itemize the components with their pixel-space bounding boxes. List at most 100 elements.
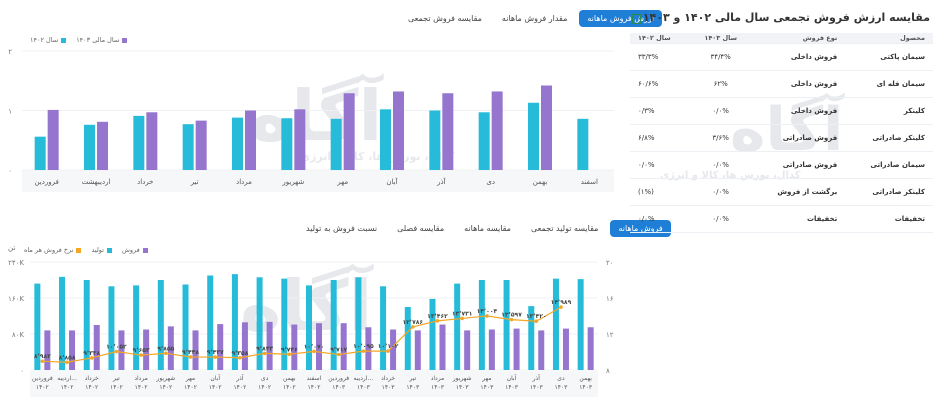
x-tick-month: تیر (112, 375, 120, 382)
table-row: کلینکر صادراتی برگشت از فروش ۰/۰% (۱%) (630, 178, 933, 206)
x-tick-label: اسفند ۱۴۰۲ (307, 375, 322, 391)
bottom-chart-legend: فروش تولید نرخ فروش هر ماه (24, 246, 148, 254)
x-tick-label: اسفند (581, 178, 598, 186)
rate-point (238, 355, 242, 360)
rate-point (213, 355, 218, 359)
legend-label: نرخ فروش هر ماه (24, 246, 74, 254)
x-tick-label: آبان ۱۴۰۲ (209, 373, 222, 391)
x-tick-month: آبان (210, 373, 220, 382)
bar (528, 102, 539, 170)
legend-label: فروش (121, 246, 140, 254)
bar (429, 110, 441, 170)
table-cell: ۳۳/۳% (630, 43, 691, 71)
x-tick-label: تیر ۱۴۰۲ (110, 375, 123, 391)
table-cell: فروش داخلی (750, 70, 846, 98)
table-cell: فروش صادراتی (750, 151, 846, 179)
x-tick-label: اردیبه... ۱۴۰۲ (57, 375, 77, 391)
rate-data-label: ۱۴٬۹۸۹ (551, 299, 572, 306)
tab-top-0[interactable]: مقایسه فروش تجمعی (408, 14, 482, 23)
bar (330, 118, 342, 170)
x-tick-year: ۱۴۰۳ (406, 384, 420, 391)
tab-bottom-3[interactable]: مقایسه تولید تجمعی (530, 224, 599, 233)
table-cell: برگشت از فروش (750, 178, 846, 206)
rate-data-label: ۹٬۳۵۸ (231, 350, 248, 357)
right-tick-label: ۱۲ (606, 331, 614, 339)
rate-point (509, 317, 514, 322)
x-tick-year: ۱۴۰۲ (308, 384, 321, 391)
x-tick-month: خرداد (85, 375, 99, 382)
table-cell: فروش صادراتی (750, 124, 846, 152)
bar (577, 118, 589, 170)
bar (365, 327, 372, 370)
x-tick-month: تیر (408, 375, 416, 382)
x-tick-year: ۱۴۰۲ (36, 384, 49, 391)
bar (217, 324, 224, 370)
monthly-sales-value-chart: ۰ ۱ ۲ فروردین اردیبهشت خرداد تیر مرداد شهریور مهر… (8, 48, 614, 192)
x-tick-year: ۱۴۰۲ (184, 384, 197, 391)
table-cell: ۰/۰% (630, 151, 691, 179)
x-tick-year: ۱۴۰۲ (233, 384, 246, 391)
bar (541, 85, 552, 170)
bar (291, 324, 298, 370)
bar (454, 283, 461, 370)
table-cell: فروش داخلی (750, 97, 846, 125)
table-cell: ۰/۰% (690, 205, 751, 233)
x-tick-year: ۱۴۰۲ (85, 384, 98, 391)
table-cell: ۰/۳% (630, 97, 691, 125)
bar (59, 276, 66, 370)
table-cell: تخفیفات (750, 205, 846, 233)
legend-item[interactable]: فروش (122, 246, 148, 254)
table-header-cell: سال ۱۴۰۳ (690, 33, 751, 44)
rate-point (435, 319, 440, 323)
table-cell: ۰/۰% (690, 151, 751, 179)
legend-item[interactable]: تولید (91, 246, 112, 254)
x-tick-label: بهمن (533, 178, 548, 186)
x-tick-label: فروردین ۱۴۰۳ (328, 375, 349, 391)
x-tick-label: آذر (436, 177, 446, 186)
bar (108, 286, 115, 370)
tab-bottom-2[interactable]: مقایسه ماهانه (464, 224, 511, 233)
rate-point (287, 352, 292, 357)
table-cell: فروش داخلی (750, 43, 846, 71)
bar (157, 280, 164, 370)
x-tick-label: خرداد ۱۴۰۳ (381, 375, 395, 391)
bar (538, 330, 545, 370)
tab-top-1[interactable]: مقدار فروش ماهانه (501, 14, 568, 23)
tab-top-2[interactable]: ارزش فروش ماهانه (579, 10, 662, 27)
x-tick-label: اردیبهشت (82, 178, 111, 186)
download-icon[interactable] (632, 14, 641, 24)
table-cell: ۰/۰% (690, 178, 751, 206)
tab-bottom-1[interactable]: مقایسه فصلی (397, 224, 445, 233)
top-chart-tabs: مقایسه فروش تجمعی مقدار فروش ماهانه ارزش ف… (400, 10, 662, 27)
left-tick-label: ۰ (20, 367, 24, 375)
x-tick-label: بهمن ۱۴۰۳ (579, 375, 593, 391)
table-cell: ۶۰/۶% (630, 70, 691, 98)
x-axis-band (30, 371, 598, 397)
x-tick-label: مهر ۱۴۰۳ (480, 375, 494, 391)
table-row: تخفیفات تخفیفات ۰/۰% ۰/۰% (630, 205, 933, 233)
bar (93, 325, 100, 370)
table-cell: (۱%) (630, 178, 691, 206)
legend-item[interactable]: سال مالی ۱۴۰۳ (76, 36, 128, 44)
x-tick-label: آبان ۱۴۰۳ (505, 373, 519, 391)
x-tick-label: مهر ۱۴۰۲ (184, 375, 197, 391)
x-tick-label: مرداد ۱۴۰۳ (431, 375, 445, 391)
bar (478, 280, 485, 370)
rate-point (65, 360, 69, 365)
y-tick-label: ۲ (8, 48, 12, 56)
rate-data-label: ۹٬۷۴۶ (281, 346, 298, 353)
bar (503, 280, 510, 370)
rate-data-label: ۱۳٬۵۹۷ (501, 312, 522, 319)
y-tick-label: ۰ (8, 167, 12, 175)
legend-item[interactable]: نرخ فروش هر ماه (24, 246, 82, 254)
bar (133, 285, 140, 370)
tab-bottom-0[interactable]: نسبت فروش به تولید (306, 224, 378, 233)
x-tick-year: ۱۴۰۳ (579, 384, 593, 391)
rate-point (534, 319, 539, 324)
bar (355, 277, 362, 370)
rate-point (164, 351, 168, 356)
rate-point (114, 349, 119, 354)
table-cell: ۰/۰% (630, 205, 691, 233)
bar (241, 322, 248, 370)
legend-item[interactable]: سال ۱۴۰۲ (30, 36, 67, 44)
